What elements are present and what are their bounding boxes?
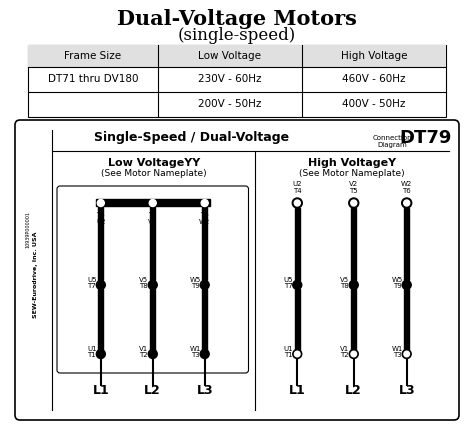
Bar bbox=[98, 290, 103, 350]
Text: W1
T3: W1 T3 bbox=[190, 346, 201, 358]
Text: V1
T2: V1 T2 bbox=[139, 346, 148, 358]
Text: L2: L2 bbox=[346, 384, 362, 398]
Circle shape bbox=[201, 199, 208, 206]
Bar bbox=[96, 199, 210, 206]
Bar bbox=[404, 290, 409, 350]
Text: W1
T3: W1 T3 bbox=[392, 346, 403, 358]
Text: 230V - 60Hz: 230V - 60Hz bbox=[198, 74, 262, 84]
Text: V5
T8: V5 T8 bbox=[139, 277, 148, 289]
Circle shape bbox=[404, 200, 410, 206]
Circle shape bbox=[351, 200, 357, 206]
Circle shape bbox=[404, 351, 410, 357]
Text: (See Motor Nameplate): (See Motor Nameplate) bbox=[101, 169, 207, 178]
Text: T5
V2: T5 V2 bbox=[148, 212, 157, 224]
Text: 200V - 50Hz: 200V - 50Hz bbox=[198, 99, 262, 109]
Text: DT71 thru DV180: DT71 thru DV180 bbox=[48, 74, 138, 84]
Text: L3: L3 bbox=[196, 384, 213, 398]
Text: U5
T7: U5 T7 bbox=[87, 277, 97, 289]
Text: L1: L1 bbox=[289, 384, 306, 398]
Text: W2
T6: W2 T6 bbox=[401, 181, 412, 194]
FancyBboxPatch shape bbox=[57, 186, 248, 373]
Circle shape bbox=[293, 281, 302, 290]
Text: High VoltageΥ: High VoltageΥ bbox=[308, 158, 396, 168]
Text: U1
T1: U1 T1 bbox=[283, 346, 293, 358]
Circle shape bbox=[349, 198, 359, 208]
Circle shape bbox=[293, 350, 302, 359]
Circle shape bbox=[349, 350, 358, 359]
Text: (See Motor Nameplate): (See Motor Nameplate) bbox=[300, 169, 405, 178]
Text: High Voltage: High Voltage bbox=[341, 51, 407, 61]
Text: W5
T9: W5 T9 bbox=[392, 277, 403, 289]
Circle shape bbox=[294, 200, 300, 206]
Text: L1: L1 bbox=[92, 384, 109, 398]
Bar bbox=[150, 206, 155, 281]
Text: U2
T4: U2 T4 bbox=[292, 181, 302, 194]
Text: L2: L2 bbox=[145, 384, 161, 398]
Bar bbox=[351, 208, 356, 281]
Circle shape bbox=[401, 198, 412, 208]
Text: T4
U2: T4 U2 bbox=[96, 212, 106, 224]
Text: T6
W2: T6 W2 bbox=[199, 212, 210, 224]
Circle shape bbox=[402, 350, 411, 359]
Circle shape bbox=[148, 281, 157, 290]
Bar bbox=[98, 206, 103, 281]
Bar bbox=[295, 290, 300, 350]
Text: V1
T2: V1 T2 bbox=[340, 346, 349, 358]
Circle shape bbox=[96, 281, 105, 290]
Circle shape bbox=[96, 350, 105, 359]
Text: Dual-Voltage Motors: Dual-Voltage Motors bbox=[117, 9, 357, 29]
Bar bbox=[351, 290, 356, 350]
Bar bbox=[28, 45, 446, 117]
Text: DT79: DT79 bbox=[400, 129, 452, 147]
Bar bbox=[404, 208, 409, 281]
Text: Connection
Diagram: Connection Diagram bbox=[372, 135, 412, 148]
Text: SEW-Eurodrive, Inc. USA: SEW-Eurodrive, Inc. USA bbox=[34, 232, 38, 318]
Circle shape bbox=[349, 281, 358, 290]
Text: Frame Size: Frame Size bbox=[64, 51, 121, 61]
Circle shape bbox=[294, 351, 300, 357]
Text: Low VoltageΥΥ: Low VoltageΥΥ bbox=[108, 158, 200, 168]
Bar bbox=[202, 206, 207, 281]
Circle shape bbox=[351, 351, 356, 357]
Circle shape bbox=[148, 350, 157, 359]
Circle shape bbox=[402, 281, 411, 290]
Circle shape bbox=[200, 350, 209, 359]
Text: U1
T1: U1 T1 bbox=[87, 346, 97, 358]
Text: Low Voltage: Low Voltage bbox=[199, 51, 262, 61]
Bar bbox=[28, 45, 446, 67]
Bar bbox=[202, 290, 207, 350]
Circle shape bbox=[97, 199, 104, 206]
Text: L3: L3 bbox=[398, 384, 415, 398]
Text: V2
T5: V2 T5 bbox=[349, 181, 358, 194]
Circle shape bbox=[200, 281, 209, 290]
Text: 460V - 60Hz: 460V - 60Hz bbox=[342, 74, 406, 84]
Bar bbox=[150, 290, 155, 350]
Text: (single-speed): (single-speed) bbox=[178, 27, 296, 45]
Text: V5
T8: V5 T8 bbox=[340, 277, 349, 289]
Text: W5
T9: W5 T9 bbox=[190, 277, 201, 289]
Text: Single-Speed / Dual-Voltage: Single-Speed / Dual-Voltage bbox=[94, 132, 290, 145]
FancyBboxPatch shape bbox=[15, 120, 459, 420]
Text: U5
T7: U5 T7 bbox=[283, 277, 293, 289]
Circle shape bbox=[292, 198, 302, 208]
Text: 400V - 50Hz: 400V - 50Hz bbox=[342, 99, 406, 109]
Text: 10939P000001: 10939P000001 bbox=[26, 211, 30, 248]
Bar bbox=[295, 208, 300, 281]
Circle shape bbox=[149, 199, 156, 206]
